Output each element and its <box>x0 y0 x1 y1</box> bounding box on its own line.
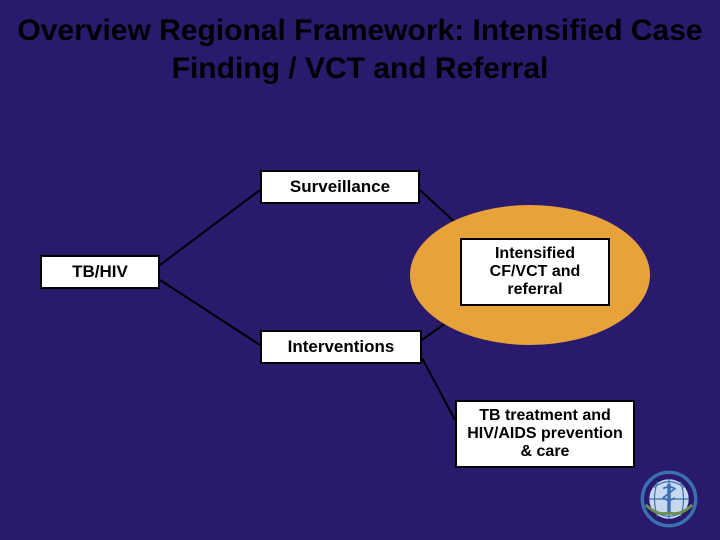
node-tbtreat: TB treatment and HIV/AIDS prevention & c… <box>455 400 635 468</box>
node-surveillance: Surveillance <box>260 170 420 204</box>
node-tbhiv: TB/HIV <box>40 255 160 289</box>
node-interventions: Interventions <box>260 330 422 364</box>
who-logo-icon <box>640 470 698 528</box>
slide: Overview Regional Framework: Intensified… <box>0 0 720 540</box>
who-logo <box>640 470 698 528</box>
edge <box>422 358 455 420</box>
edge <box>160 190 260 265</box>
edge <box>160 280 260 345</box>
node-icf: Intensified CF/VCT and referral <box>460 238 610 306</box>
